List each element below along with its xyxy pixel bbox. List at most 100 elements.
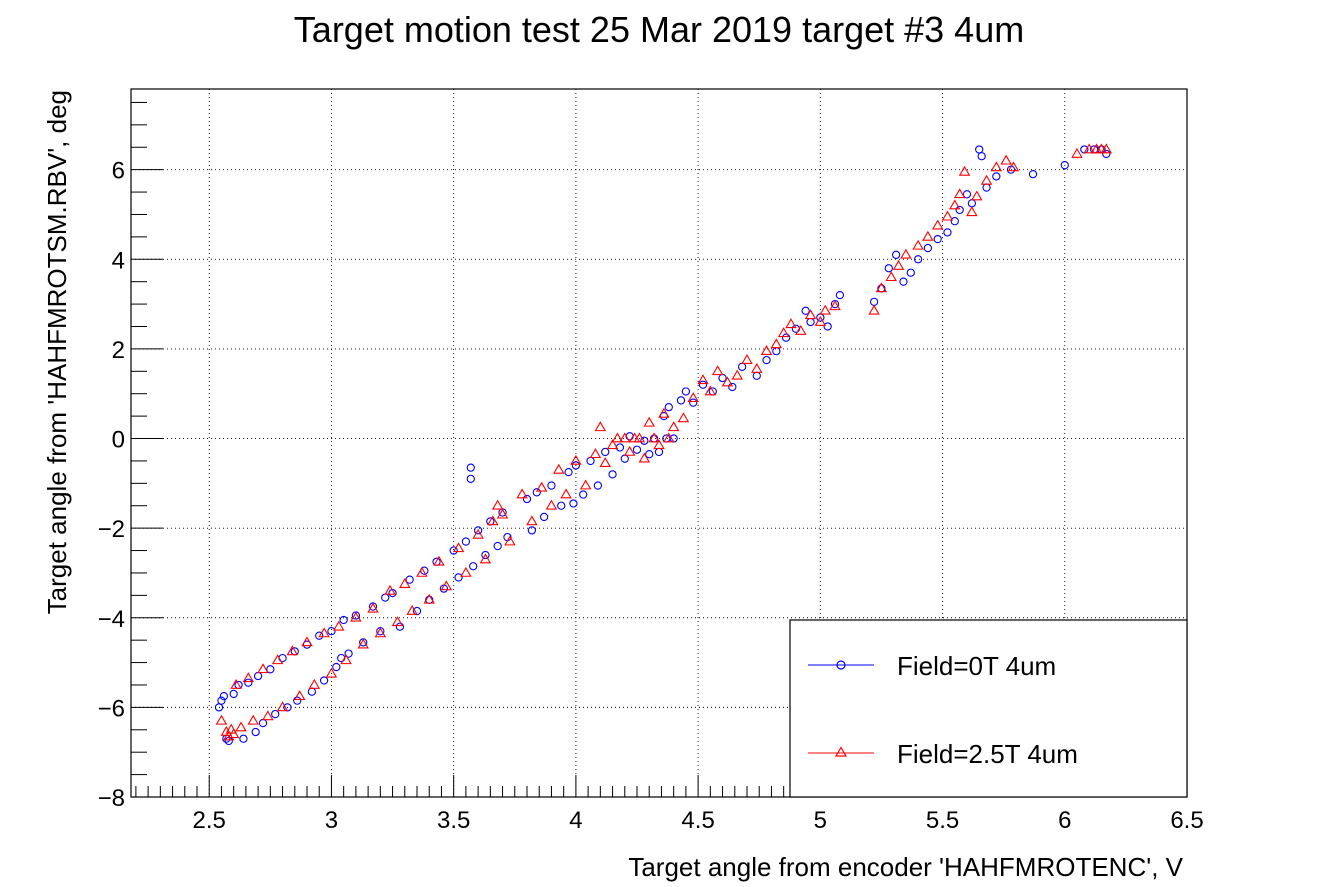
- data-point-2-5t: [293, 690, 306, 701]
- data-point-0t: [835, 290, 845, 300]
- data-point-0t: [955, 205, 964, 215]
- data-point-2-5t: [423, 593, 435, 604]
- y-tick-label: 6: [112, 158, 125, 185]
- y-tick-label: 4: [112, 247, 125, 274]
- data-point-2-5t: [760, 345, 773, 355]
- legend-circle-marker-icon: [836, 660, 846, 670]
- data-point-2-5t: [271, 654, 284, 665]
- data-point-2-5t: [795, 324, 807, 335]
- data-point-0t: [906, 268, 915, 277]
- data-point-0t: [527, 526, 537, 535]
- data-point-2-5t: [971, 190, 983, 201]
- data-point-2-5t: [633, 432, 646, 443]
- data-point-0t: [884, 264, 893, 273]
- data-point-2-5t: [496, 508, 509, 519]
- y-tick-label: −2: [98, 516, 125, 543]
- data-point-0t: [891, 250, 901, 259]
- data-point-2-5t: [504, 535, 516, 546]
- data-point-2-5t: [704, 385, 717, 396]
- data-point-0t: [913, 255, 923, 264]
- x-tick-label: 4.5: [681, 807, 714, 834]
- data-point-2-5t: [966, 206, 978, 217]
- data-point-2-5t: [594, 421, 607, 432]
- data-point-0t: [569, 499, 578, 508]
- data-point-2-5t: [230, 678, 242, 689]
- data-point-0t: [801, 306, 810, 315]
- data-point-2-5t: [663, 432, 675, 443]
- data-point-0t: [266, 665, 275, 674]
- x-tick-label: 5: [814, 807, 827, 834]
- data-point-2-5t: [1100, 143, 1113, 154]
- data-point-2-5t: [286, 645, 299, 656]
- x-axis-label: Target angle from encoder 'HAHFMROTENC',…: [628, 852, 1183, 882]
- data-point-2-5t: [1007, 161, 1020, 172]
- data-point-2-5t: [374, 627, 387, 638]
- data-point-2-5t: [1000, 154, 1012, 165]
- data-point-0t: [933, 234, 942, 244]
- data-point-2-5t: [227, 728, 240, 739]
- data-point-2-5t: [570, 454, 582, 465]
- data-point-2-5t: [235, 721, 247, 732]
- data-point-0t: [239, 734, 248, 743]
- data-point-0t: [449, 546, 458, 555]
- data-point-2-5t: [308, 678, 321, 689]
- data-point-2-5t: [318, 627, 330, 638]
- data-point-0t: [539, 512, 549, 522]
- data-point-2-5t: [589, 448, 602, 459]
- data-point-2-5t: [553, 463, 565, 474]
- data-point-0t: [466, 474, 475, 483]
- data-point-2-5t: [479, 553, 492, 564]
- data-point-2-5t: [677, 412, 690, 423]
- y-tick-label: −6: [98, 695, 125, 722]
- data-point-0t: [593, 481, 603, 490]
- data-point-0t: [943, 228, 952, 237]
- data-point-2-5t: [367, 602, 379, 613]
- data-point-2-5t: [1071, 147, 1083, 158]
- data-point-2-5t: [487, 515, 499, 526]
- data-point-2-5t: [579, 479, 592, 490]
- data-point-2-5t: [545, 499, 558, 510]
- data-point-2-5t: [751, 362, 763, 373]
- data-point-2-5t: [912, 239, 924, 250]
- legend-label-0t: Field=0T 4um: [897, 651, 1056, 681]
- data-point-2-5t: [599, 457, 611, 468]
- data-point-0t: [676, 396, 686, 405]
- data-point-0t: [728, 382, 737, 392]
- y-tick-label: 2: [112, 337, 125, 364]
- data-point-0t: [601, 447, 610, 457]
- data-point-2-5t: [819, 304, 831, 315]
- x-tick-label: 4: [569, 807, 582, 834]
- data-point-0t: [293, 696, 302, 705]
- data-point-2-5t: [868, 304, 880, 315]
- data-point-2-5t: [770, 338, 783, 349]
- data-point-0t: [315, 631, 324, 640]
- data-point-0t: [217, 696, 226, 705]
- legend-box: [789, 619, 1188, 798]
- data-point-2-5t: [731, 369, 743, 380]
- data-point-0t: [332, 662, 341, 672]
- data-point-2-5t: [491, 499, 504, 510]
- data-point-2-5t: [1083, 143, 1095, 154]
- data-point-0t: [339, 615, 348, 625]
- data-point-2-5t: [301, 636, 313, 647]
- data-point-2-5t: [875, 282, 888, 293]
- data-point-2-5t: [276, 701, 289, 712]
- grid: [131, 89, 1187, 797]
- x-tick-label: 5.5: [926, 807, 959, 834]
- data-point-2-5t: [990, 161, 1003, 172]
- data-point-0t: [481, 550, 490, 560]
- legend-triangle-marker-icon: [834, 746, 848, 757]
- data-point-0t: [522, 494, 532, 504]
- data-point-2-5t: [611, 432, 624, 443]
- data-point-2-5t: [325, 667, 338, 678]
- data-point-0t: [962, 190, 972, 199]
- data-point-0t: [645, 450, 654, 459]
- data-point-2-5t: [333, 620, 345, 631]
- data-point-2-5t: [606, 439, 619, 450]
- data-point-0t: [395, 622, 405, 631]
- data-point-2-5t: [885, 271, 897, 282]
- data-point-0t: [923, 243, 933, 253]
- x-tick-label: 2.5: [193, 807, 226, 834]
- data-point-2-5t: [619, 432, 631, 443]
- legend: Field=0T 4um Field=2.5T 4um: [789, 619, 1188, 798]
